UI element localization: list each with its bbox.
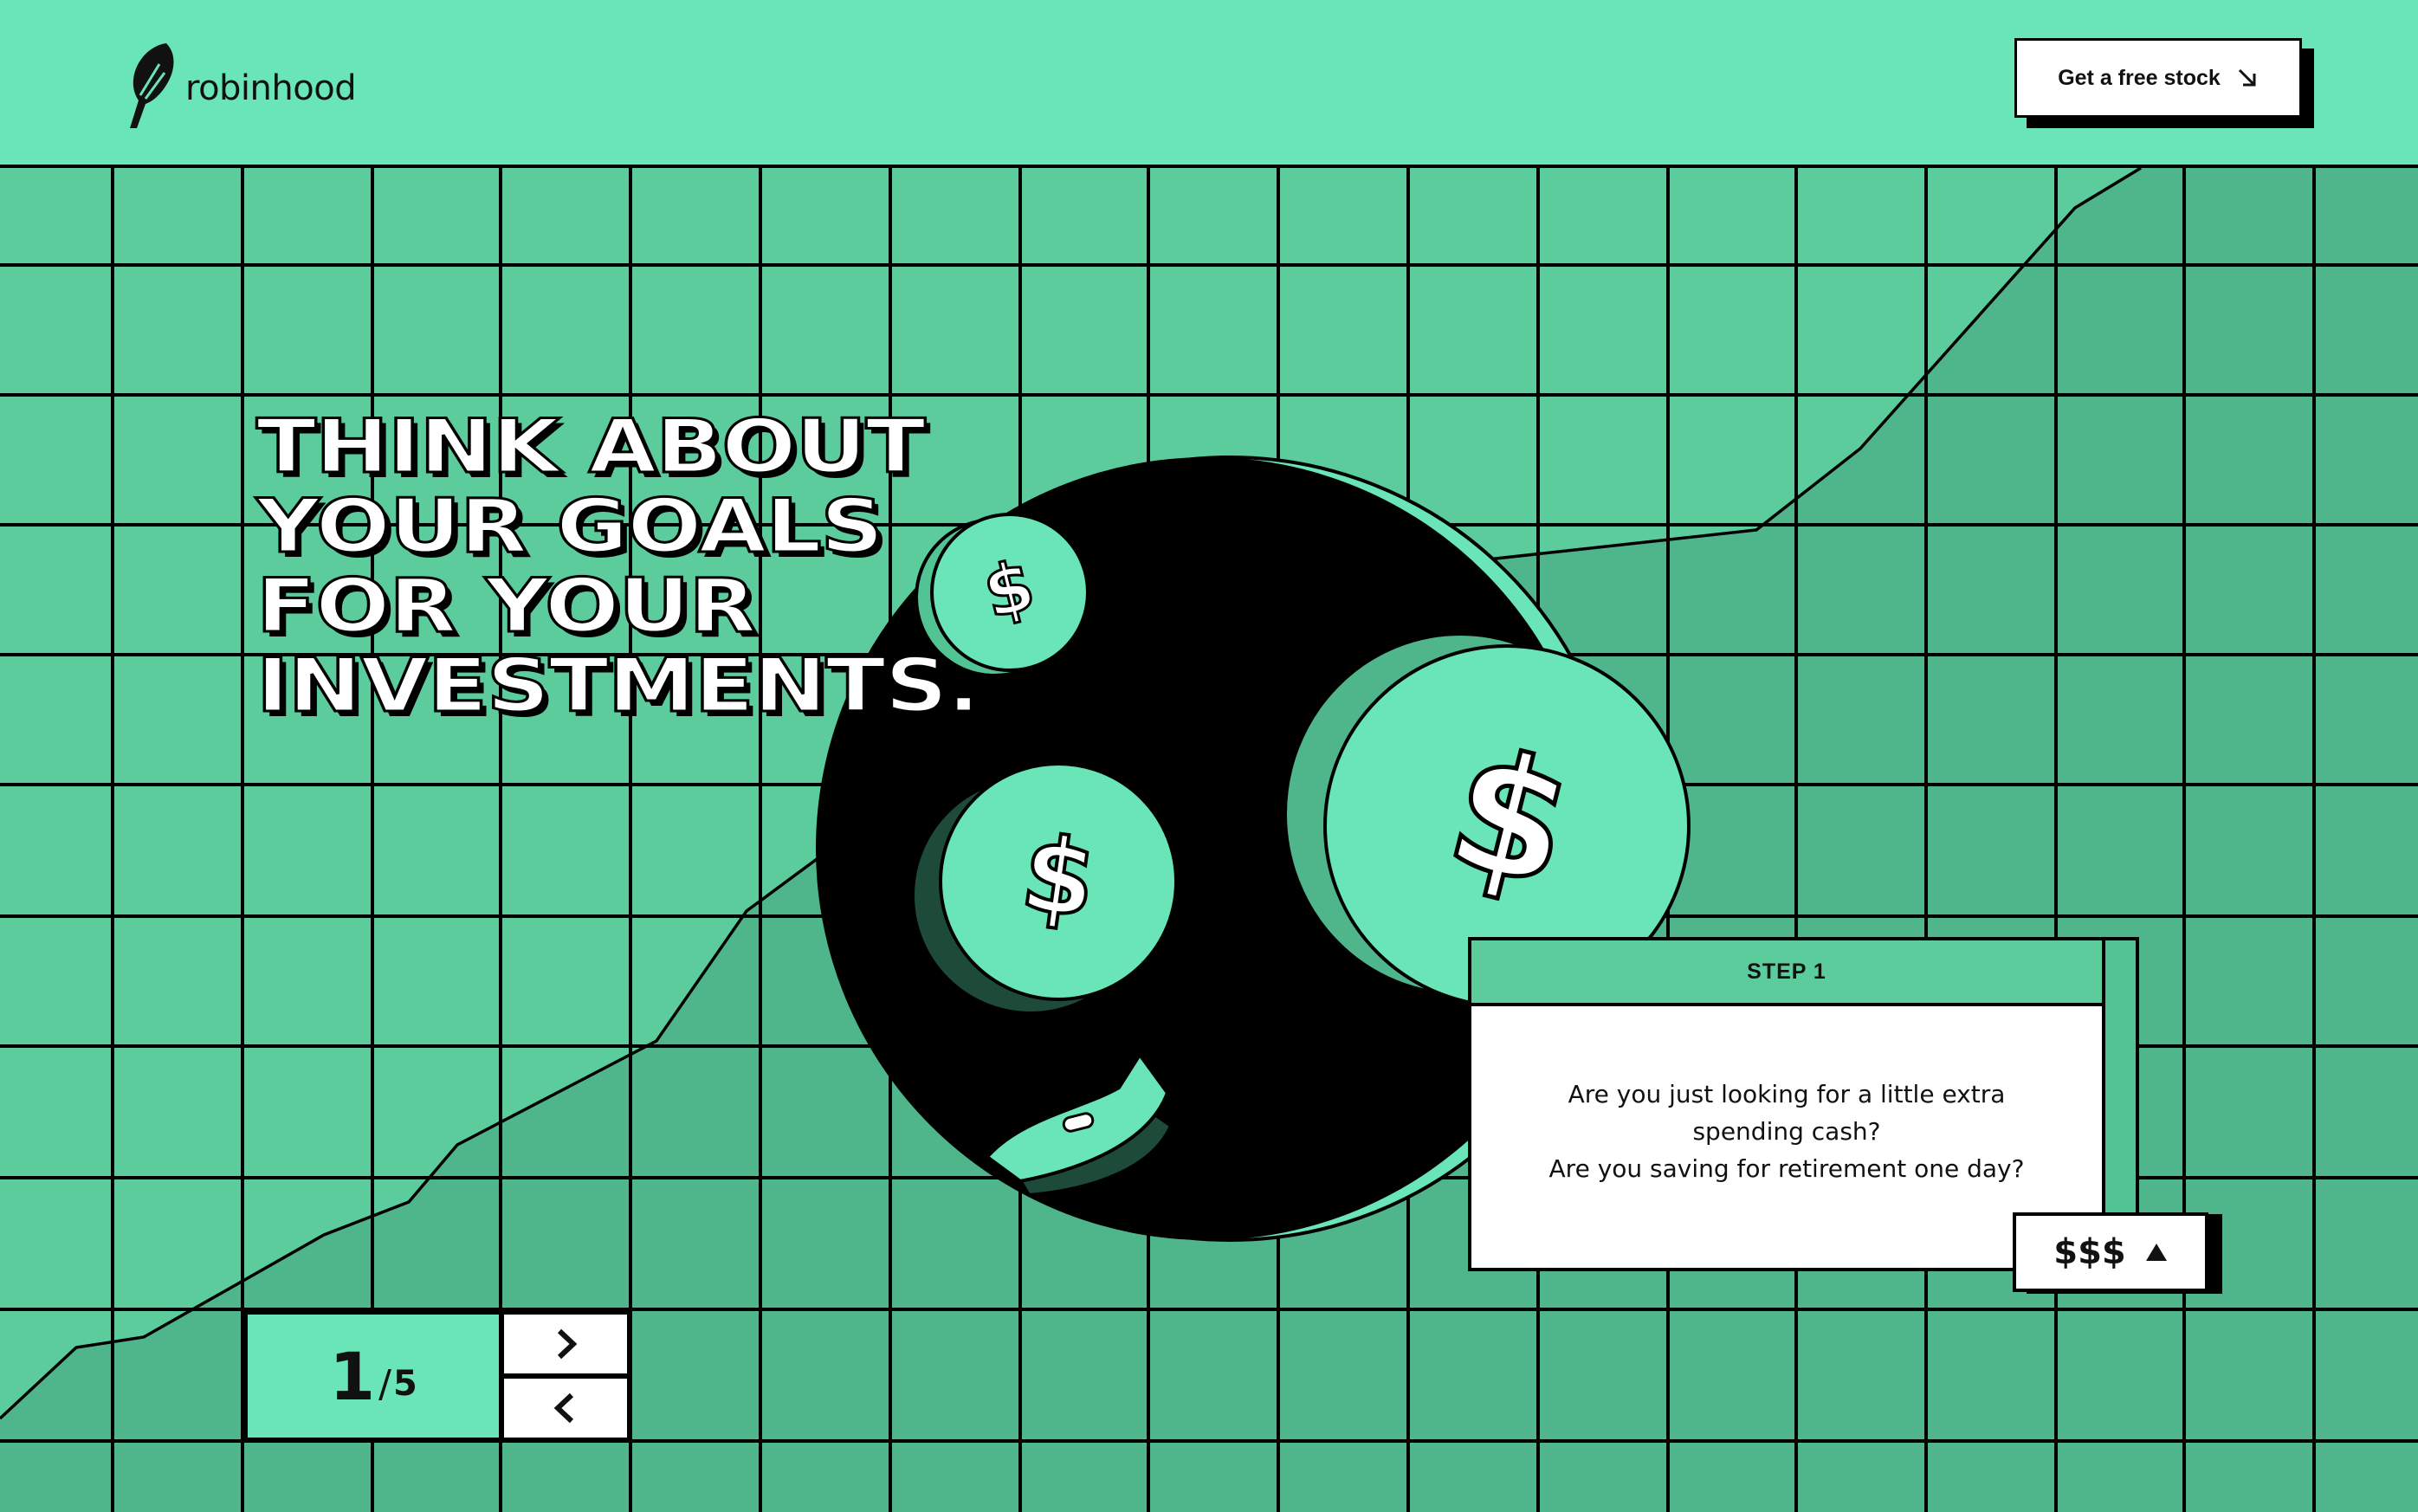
slide-counter: 1 / 5 xyxy=(244,1311,502,1441)
step-card: STEP 1 Are you just looking for a little… xyxy=(1468,937,2105,1271)
prev-slide-button[interactable] xyxy=(501,1375,630,1441)
price-tag-toggle[interactable]: $$$ xyxy=(2013,1212,2208,1292)
tag-label: $$$ xyxy=(2053,1232,2126,1272)
step-body-line: spending cash? xyxy=(1692,1117,1881,1146)
step-body-line: Are you just looking for a little extra xyxy=(1568,1080,2006,1108)
get-free-stock-button[interactable]: Get a free stock xyxy=(2014,38,2302,118)
site-header: robinhood Get a free stock xyxy=(0,0,2418,168)
cta-label: Get a free stock xyxy=(2058,65,2221,90)
coin-medium: $ xyxy=(911,762,1178,1015)
headline-line: INVESTMENTS. xyxy=(255,643,982,729)
step-title: STEP 1 xyxy=(1747,959,1826,984)
arrow-down-right-icon xyxy=(2238,68,2256,87)
triangle-up-icon xyxy=(2145,1244,2167,1261)
hero-illustration: $ $ $ xyxy=(0,168,2418,1512)
counter-separator: / xyxy=(378,1361,391,1406)
total-slides: 5 xyxy=(392,1364,417,1404)
headline-line: THINK ABOUT xyxy=(255,404,927,490)
chevron-left-icon xyxy=(553,1392,574,1424)
hero-headline: THINK ABOUT YOUR GOALS FOR YOUR INVESTME… xyxy=(255,404,982,729)
headline-line: FOR YOUR xyxy=(255,563,758,649)
coin-falling xyxy=(985,1051,1173,1198)
headline-line: YOUR GOALS xyxy=(255,483,885,570)
svg-text:$: $ xyxy=(1015,813,1103,942)
feather-logo-icon xyxy=(130,43,174,128)
step-body: Are you just looking for a little extra … xyxy=(1471,1006,2102,1187)
step-body-line: Are you saving for retirement one day? xyxy=(1548,1154,2025,1183)
robinhood-logo[interactable]: robinhood xyxy=(114,38,357,133)
step-card-header: STEP 1 xyxy=(1471,940,2102,1006)
current-slide: 1 xyxy=(329,1337,376,1415)
coin-large: $ xyxy=(1283,632,1691,1008)
next-slide-button[interactable] xyxy=(501,1311,630,1377)
growth-line xyxy=(0,168,2142,1420)
coin-small-top: $ xyxy=(915,513,1089,677)
logo-wordmark: robinhood xyxy=(185,68,357,108)
chevron-right-icon xyxy=(557,1328,578,1360)
